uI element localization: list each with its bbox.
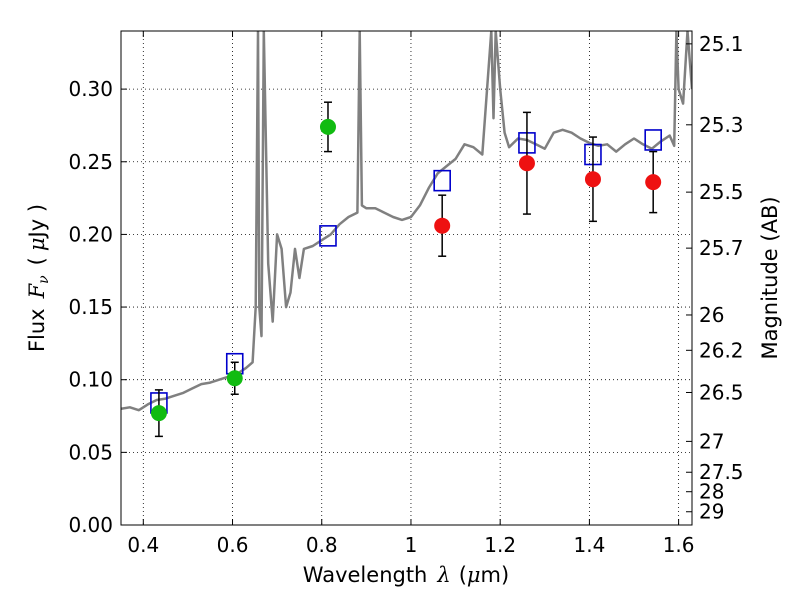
mag-tick-label: 27 [699,429,724,453]
mag-tick-label: 25.1 [699,32,744,56]
red-data-point [645,174,662,191]
x-tick-label: 1.2 [484,533,516,557]
y-tick-label: 0.00 [68,513,113,537]
plot-area [121,31,692,525]
y-tick-label: 0.15 [68,295,113,319]
green-data-point [150,405,167,422]
x-tick-label: 1.6 [663,533,695,557]
y-tick-label: 0.25 [68,150,113,174]
x-tick-label: 1 [405,533,418,557]
spectrum-line [121,31,692,412]
mag-tick-label: 27.5 [699,460,744,484]
x-tick-label: 0.8 [306,533,338,557]
y-axis-label: FluxFν(μJy ) [25,204,52,352]
green-data-point [319,118,336,135]
axis-ticks: 0.4 0.6 0.8 1 1.2 1.4 1.6 0.00 0.05 0.10 0.15 0.20 0… [68,31,744,557]
spectrum-layer [121,31,692,412]
model-box-marker [319,225,337,247]
mag-tick-label: 26 [699,303,724,327]
mag-tick-label: 25.7 [699,236,744,260]
y-tick-label: 0.20 [68,222,113,246]
mag-tick-label: 25.3 [699,113,744,137]
y2-axis-label: Magnitude (AB) [758,196,782,359]
x-tick-label: 0.4 [127,533,159,557]
plot-frame [120,30,693,526]
y-tick-label: 0.30 [68,77,113,101]
red-data-point [518,155,535,172]
x-tick-label: 0.6 [217,533,249,557]
x-tick-label: 1.4 [573,533,605,557]
mag-tick-label: 29 [699,500,724,524]
mag-tick-label: 26.5 [699,380,744,404]
data-points-layer [150,101,662,438]
mag-tick-label: 28 [699,480,724,504]
y-tick-label: 0.10 [68,368,113,392]
y-tick-label: 0.05 [68,440,113,464]
mag-tick-label: 26.2 [699,338,744,362]
model-box-marker [644,129,662,151]
mag-tick-label: 25.5 [699,180,744,204]
model-box-marker [433,169,451,192]
red-data-point [434,217,451,234]
x-axis-label: Wavelength λ (μm) [303,563,509,587]
green-data-point [226,370,243,387]
red-data-point [584,171,601,188]
